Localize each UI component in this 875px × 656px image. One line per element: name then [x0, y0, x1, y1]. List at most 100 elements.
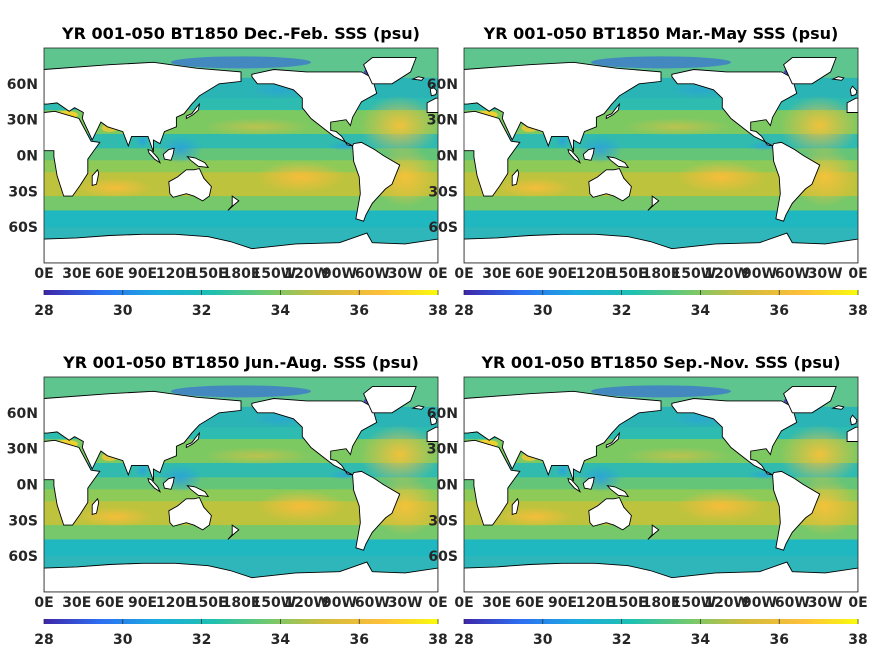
x-tick-label: 180E [642, 595, 681, 611]
colorbar-tick-label: 32 [192, 303, 211, 319]
x-tick-label: 60W [775, 266, 810, 282]
landmass-antarctica [464, 232, 858, 263]
x-tick-label: 90E [128, 266, 157, 282]
x-tick-label: 150W [251, 595, 296, 611]
landmass-madagascar [511, 497, 520, 515]
landmass-northAmerica [251, 398, 378, 476]
colorbar-tick-label: 32 [612, 632, 631, 648]
y-tick-label: 60S [428, 220, 458, 236]
landmass-eurasia [464, 390, 662, 482]
landmass-newZealand [227, 195, 240, 211]
x-tick-label: 150W [671, 595, 716, 611]
landmass-newGuinea [186, 156, 210, 168]
x-tick-label: 120E [156, 595, 195, 611]
x-tick-label: 120E [576, 266, 615, 282]
landmass-antarctica [44, 561, 438, 592]
sss-map [464, 377, 858, 592]
y-tick-label: 30S [428, 513, 458, 529]
x-tick-label: 150E [609, 266, 648, 282]
landmass-australia [168, 168, 212, 202]
x-tick-label: 0E [848, 266, 867, 282]
y-tick-label: 60N [427, 406, 458, 422]
x-tick-label: 60W [355, 595, 390, 611]
y-tick-label: 30S [428, 184, 458, 200]
x-tick-label: 30W [388, 266, 423, 282]
map-frame [43, 376, 439, 593]
y-tick-label: 60S [8, 549, 38, 565]
colorbar [44, 290, 438, 295]
map-frame [463, 376, 859, 593]
colorbar-tick-label: 28 [34, 632, 53, 648]
landmass-southAmerica [772, 141, 821, 222]
x-tick-label: 90W [322, 595, 357, 611]
y-tick-label: 60N [7, 406, 38, 422]
landmass-madagascar [511, 168, 520, 186]
landmass-eurasia [44, 390, 242, 482]
y-tick-label: 0N [17, 478, 38, 494]
y-tick-label: 0N [437, 478, 458, 494]
colorbar-tick-label: 36 [349, 632, 368, 648]
landmass-europeW [426, 426, 438, 442]
x-tick-label: 0E [34, 266, 53, 282]
y-tick-label: 60N [7, 77, 38, 93]
landmass-sumatra [147, 477, 162, 493]
landmass-eurasia [464, 61, 662, 153]
sss-map [44, 377, 438, 592]
x-tick-label: 0E [428, 595, 447, 611]
landmass-iceland [831, 76, 845, 81]
colorbar-tick-label: 30 [113, 632, 133, 648]
panel-title: YR 001-050 BT1850 Jun.-Aug. SSS (psu) [62, 353, 419, 372]
x-tick-label: 90E [548, 266, 577, 282]
landmass-africa [44, 439, 101, 526]
landmass-newZealand [647, 524, 660, 540]
colorbar-tick-label: 38 [428, 303, 447, 319]
landmass-japan [185, 431, 201, 449]
y-tick-label: 30N [7, 442, 38, 458]
x-tick-label: 150W [671, 266, 716, 282]
landmass-borneo [162, 476, 175, 490]
landmass-sumatra [567, 477, 582, 493]
x-tick-label: 180E [222, 595, 261, 611]
colorbar [464, 619, 858, 624]
colorbar-tick-label: 30 [113, 303, 133, 319]
landmass-northAmerica [671, 69, 798, 147]
landmass-borneo [582, 147, 595, 161]
landmass-australia [168, 497, 212, 531]
x-tick-label: 120W [704, 266, 749, 282]
landmass-australia [588, 168, 632, 202]
map-frame [463, 47, 859, 264]
y-tick-label: 0N [437, 149, 458, 165]
landmass-newGuinea [606, 485, 630, 497]
landmass-newGuinea [186, 485, 210, 497]
colorbar-tick-label: 38 [848, 632, 867, 648]
x-tick-label: 180E [222, 266, 261, 282]
landmass-newZealand [647, 195, 660, 211]
x-tick-label: 60W [775, 595, 810, 611]
x-tick-label: 60E [95, 266, 124, 282]
landmass-africa [44, 110, 101, 197]
colorbar-tick-label: 34 [271, 632, 291, 648]
landmass-greenland [363, 386, 417, 414]
x-tick-label: 0E [454, 595, 473, 611]
x-tick-label: 150W [251, 266, 296, 282]
landmass-africa [464, 439, 521, 526]
colorbar-tick-label: 34 [691, 632, 711, 648]
x-tick-label: 60E [515, 595, 544, 611]
x-tick-label: 120W [284, 595, 329, 611]
colorbar-tick-label: 38 [848, 303, 867, 319]
panel-3: YR 001-050 BT1850 Jun.-Aug. SSS (psu) 60N… [7, 353, 448, 648]
y-tick-label: 30N [427, 113, 458, 129]
x-tick-label: 30W [808, 595, 843, 611]
landmass-africa [464, 110, 521, 197]
landmass-australia [588, 497, 632, 531]
landmass-greenland [783, 57, 837, 85]
sss-map [464, 48, 858, 263]
landmass-uk [429, 414, 438, 426]
x-tick-label: 30E [62, 595, 91, 611]
colorbar-tick-label: 36 [349, 303, 368, 319]
x-tick-label: 60W [355, 266, 390, 282]
x-tick-label: 90W [322, 266, 357, 282]
landmass-madagascar [91, 497, 100, 515]
landmass-europeW [426, 97, 438, 113]
colorbar-tick-label: 30 [533, 303, 553, 319]
